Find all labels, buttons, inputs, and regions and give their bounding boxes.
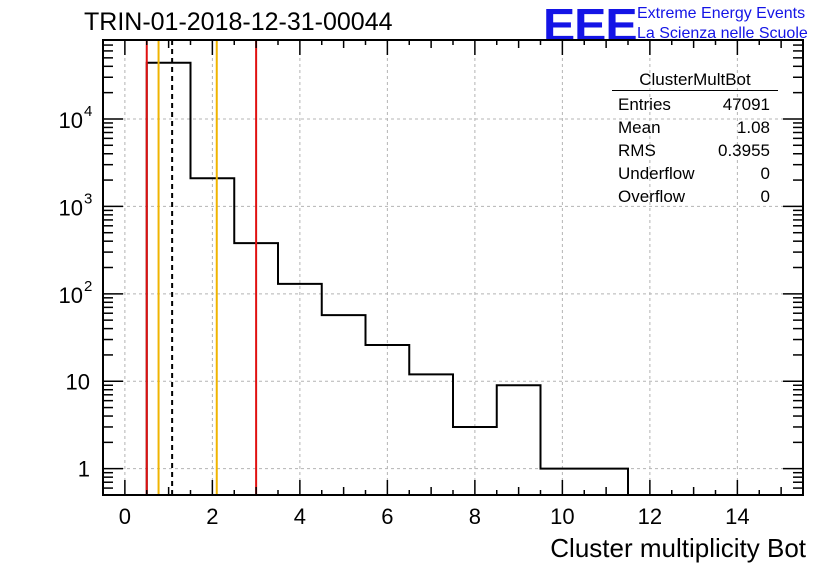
x-tick-label: 8 xyxy=(469,504,481,529)
stats-label: Entries xyxy=(618,95,671,114)
stats-title: ClusterMultBot xyxy=(612,70,778,91)
histogram-bin xyxy=(147,63,191,495)
histogram-bin xyxy=(409,374,453,495)
y-tick-label: 1 xyxy=(78,457,90,482)
y-tick-label: 10 xyxy=(66,369,90,394)
x-tick-label: 2 xyxy=(206,504,218,529)
stats-value: 47091 xyxy=(722,95,770,114)
stats-row: Mean 1.08 xyxy=(612,116,778,139)
y-tick-label: 10 xyxy=(59,108,83,133)
stats-box: ClusterMultBot Entries 47091 Mean 1.08 RMS… xyxy=(612,70,778,208)
stats-row: RMS 0.3955 xyxy=(612,139,778,162)
stats-row: Entries 47091 xyxy=(612,93,778,116)
stats-label: RMS xyxy=(618,141,656,160)
logo-subtitle-2: La Scienza nelle Scuole xyxy=(637,25,808,42)
stats-value: 0 xyxy=(760,187,770,206)
x-tick-label: 0 xyxy=(119,504,131,529)
histogram-series xyxy=(145,61,629,495)
y-tick-exponent: 3 xyxy=(84,190,92,207)
logo-subtitle-1: Extreme Energy Events xyxy=(637,5,806,22)
stats-label: Mean xyxy=(618,118,661,137)
histogram-bin xyxy=(497,385,541,495)
stats-row: Underflow 0 xyxy=(612,162,778,185)
y-tick-label: 10 xyxy=(59,283,83,308)
stats-label: Overflow xyxy=(618,187,686,206)
x-tick-label: 6 xyxy=(381,504,393,529)
stats-row: Overflow 0 xyxy=(612,185,778,208)
stats-value: 0.3955 xyxy=(718,141,770,160)
stats-value: 0 xyxy=(760,164,770,183)
stats-label: Underflow xyxy=(618,164,695,183)
x-axis-label: Cluster multiplicity Bot xyxy=(550,533,806,563)
x-tick-label: 4 xyxy=(294,504,306,529)
stats-value: 1.08 xyxy=(736,118,770,137)
run-title: TRIN-01-2018-12-31-00044 xyxy=(84,8,393,36)
histogram-bin xyxy=(322,315,366,495)
x-tick-label: 14 xyxy=(725,504,749,529)
y-tick-exponent: 2 xyxy=(84,278,92,295)
y-tick-label: 10 xyxy=(59,195,83,220)
y-tick-exponent: 4 xyxy=(84,103,92,120)
x-tick-label: 12 xyxy=(638,504,662,529)
x-tick-label: 10 xyxy=(550,504,574,529)
